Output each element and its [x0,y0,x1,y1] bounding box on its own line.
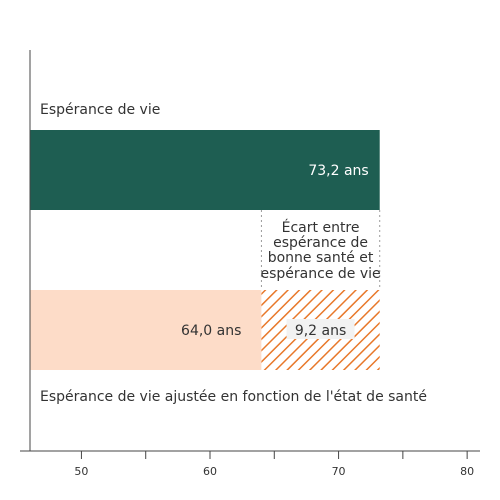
data-label-healthy-life-expectancy: 64,0 ans [181,323,241,339]
x-tick-label: 80 [460,465,474,478]
gap-annotation-line: Écart entre [282,219,360,236]
gap-annotation-line: espérance de [273,235,368,251]
data-label-life-expectancy: 73,2 ans [308,163,368,179]
gap-label-background [286,319,355,339]
category-label-healthy-life-expectancy: Espérance de vie ajustée en fonction de … [40,389,427,405]
gap-annotation-line: espérance de vie [261,266,381,282]
x-tick-label: 50 [74,465,88,478]
bar-healthy-life-expectancy [30,290,262,370]
data-label-gap: 9,2 ans [295,323,346,339]
bar-life-expectancy [30,130,380,210]
gap-annotation-line: bonne santé et [268,250,374,266]
category-label-life-expectancy: Espérance de vie [40,102,160,118]
x-tick-label: 60 [203,465,217,478]
x-tick-label: 70 [332,465,346,478]
